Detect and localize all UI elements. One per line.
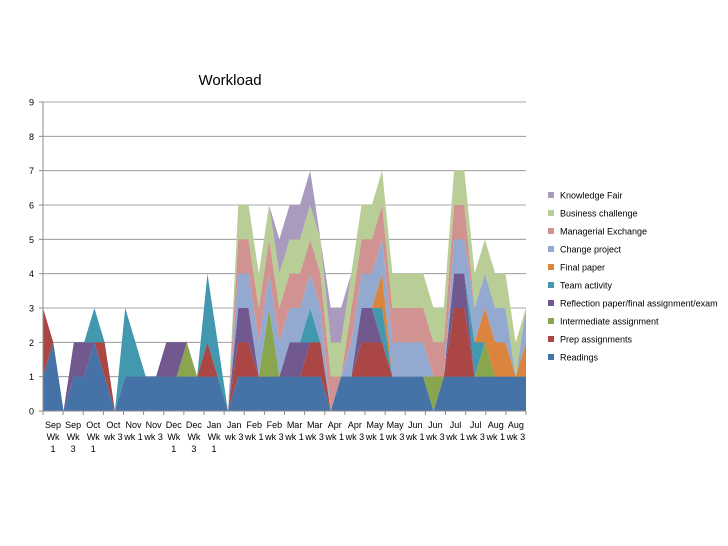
- x-tick-label: Dec: [186, 420, 203, 430]
- x-tick-label: wk 3: [103, 432, 123, 442]
- y-tick-label: 3: [29, 304, 34, 314]
- x-tick-label: wk 1: [123, 432, 143, 442]
- x-tick-label: Jul: [470, 420, 482, 430]
- area-readings: [43, 342, 526, 411]
- legend-swatch-change-project: [548, 246, 554, 252]
- x-tick-label: Wk: [47, 432, 60, 442]
- legend-swatch-business-challenge: [548, 210, 554, 216]
- x-tick-label: Jan: [207, 420, 222, 430]
- stacked-areas: [43, 170, 526, 411]
- area-managerial-exchange: [43, 205, 526, 411]
- legend-swatch-reflection-paper-final-assignment-exam: [548, 300, 554, 306]
- x-tick-label: 1: [91, 444, 96, 454]
- x-tick-label: Mar: [287, 420, 303, 430]
- x-tick-label: Mar: [307, 420, 323, 430]
- legend-label-business-challenge: Business challenge: [560, 209, 638, 219]
- x-tick-label: wk 1: [445, 432, 465, 442]
- x-tick-label: Jan: [227, 420, 242, 430]
- y-tick-label: 7: [29, 166, 34, 176]
- y-tick-label: 2: [29, 338, 34, 348]
- x-tick-label: wk 1: [365, 432, 385, 442]
- x-tick-label: Jul: [450, 420, 462, 430]
- y-tick-label: 8: [29, 132, 34, 142]
- x-tick-label: Wk: [187, 432, 200, 442]
- x-tick-label: Apr: [348, 420, 362, 430]
- x-tick-label: Aug: [488, 420, 504, 430]
- legend-label-knowledge-fair: Knowledge Fair: [560, 191, 623, 201]
- legend-label-team-activity: Team activity: [560, 281, 613, 291]
- x-tick-label: wk 1: [284, 432, 304, 442]
- legend: Knowledge Fair Business challenge Manageri…: [548, 191, 718, 363]
- legend-label-prep-assignments: Prep assignments: [560, 335, 633, 345]
- area-business-challenge: [43, 170, 526, 411]
- x-tick-label: Jun: [408, 420, 423, 430]
- chart-title: Workload: [198, 72, 261, 89]
- x-tick-label: Feb: [267, 420, 283, 430]
- legend-label-final-paper: Final paper: [560, 263, 605, 273]
- x-tick-label: wk 3: [143, 432, 163, 442]
- x-tick-label: 1: [171, 444, 176, 454]
- legend-label-reflection-paper-final-assignment-exam: Reflection paper/final assignment/exam: [560, 299, 718, 309]
- legend-label-managerial-exchange: Managerial Exchange: [560, 227, 647, 237]
- x-tick-label: Jun: [428, 420, 443, 430]
- x-tick-label: Nov: [126, 420, 143, 430]
- axes: [39, 101, 527, 415]
- x-tick-label: wk 3: [345, 432, 365, 442]
- x-tick-label: 1: [51, 444, 56, 454]
- legend-label-change-project: Change project: [560, 245, 622, 255]
- legend-swatch-managerial-exchange: [548, 228, 554, 234]
- y-tick-label: 9: [29, 98, 34, 108]
- x-tick-label: wk 3: [465, 432, 485, 442]
- x-tick-label: wk 3: [224, 432, 244, 442]
- x-tick-label: Aug: [508, 420, 524, 430]
- x-tick-label: Nov: [146, 420, 163, 430]
- x-tick-label: Wk: [87, 432, 100, 442]
- x-tick-label: Wk: [67, 432, 80, 442]
- x-tick-label: wk 3: [304, 432, 324, 442]
- x-tick-label: wk 1: [405, 432, 425, 442]
- x-tick-label: Sep: [45, 420, 61, 430]
- legend-swatch-prep-assignments: [548, 336, 554, 342]
- x-tick-label: 1: [212, 444, 217, 454]
- y-tick-label: 0: [29, 407, 34, 417]
- x-tick-label: Feb: [247, 420, 263, 430]
- x-tick-label: wk 3: [506, 432, 526, 442]
- x-tick-label: wk 3: [425, 432, 445, 442]
- y-tick-label: 5: [29, 235, 34, 245]
- legend-label-readings: Readings: [560, 353, 599, 363]
- x-tick-label: May: [387, 420, 405, 430]
- area-change-project: [43, 239, 526, 411]
- x-tick-label: wk 1: [244, 432, 264, 442]
- legend-swatch-knowledge-fair: [548, 192, 554, 198]
- x-tick-label: 3: [191, 444, 196, 454]
- x-tick-label: Dec: [166, 420, 183, 430]
- legend-label-intermediate-assignment: Intermediate assignment: [560, 317, 659, 327]
- x-tick-label: wk 3: [264, 432, 284, 442]
- x-tick-label: Sep: [65, 420, 81, 430]
- y-tick-label: 6: [29, 201, 34, 211]
- x-tick-label: May: [367, 420, 385, 430]
- legend-swatch-readings: [548, 354, 554, 360]
- legend-swatch-intermediate-assignment: [548, 318, 554, 324]
- area-reflection-paper-final-assignment-exam: [43, 273, 526, 411]
- y-tick-label: 4: [29, 269, 34, 279]
- x-tick-label: 3: [71, 444, 76, 454]
- x-tick-label: Oct: [106, 420, 121, 430]
- x-tick-label: wk 1: [486, 432, 506, 442]
- x-tick-label: Wk: [167, 432, 180, 442]
- x-tick-label: wk 3: [385, 432, 405, 442]
- x-tick-label: Apr: [328, 420, 342, 430]
- y-tick-label: 1: [29, 372, 34, 382]
- x-tick-label: Wk: [208, 432, 221, 442]
- legend-swatch-final-paper: [548, 264, 554, 270]
- y-axis-tick-labels: 0 1 2 3 4 5 6 7 8 9: [29, 98, 34, 417]
- x-tick-label: wk 1: [325, 432, 345, 442]
- legend-swatch-team-activity: [548, 282, 554, 288]
- x-tick-label: Oct: [86, 420, 101, 430]
